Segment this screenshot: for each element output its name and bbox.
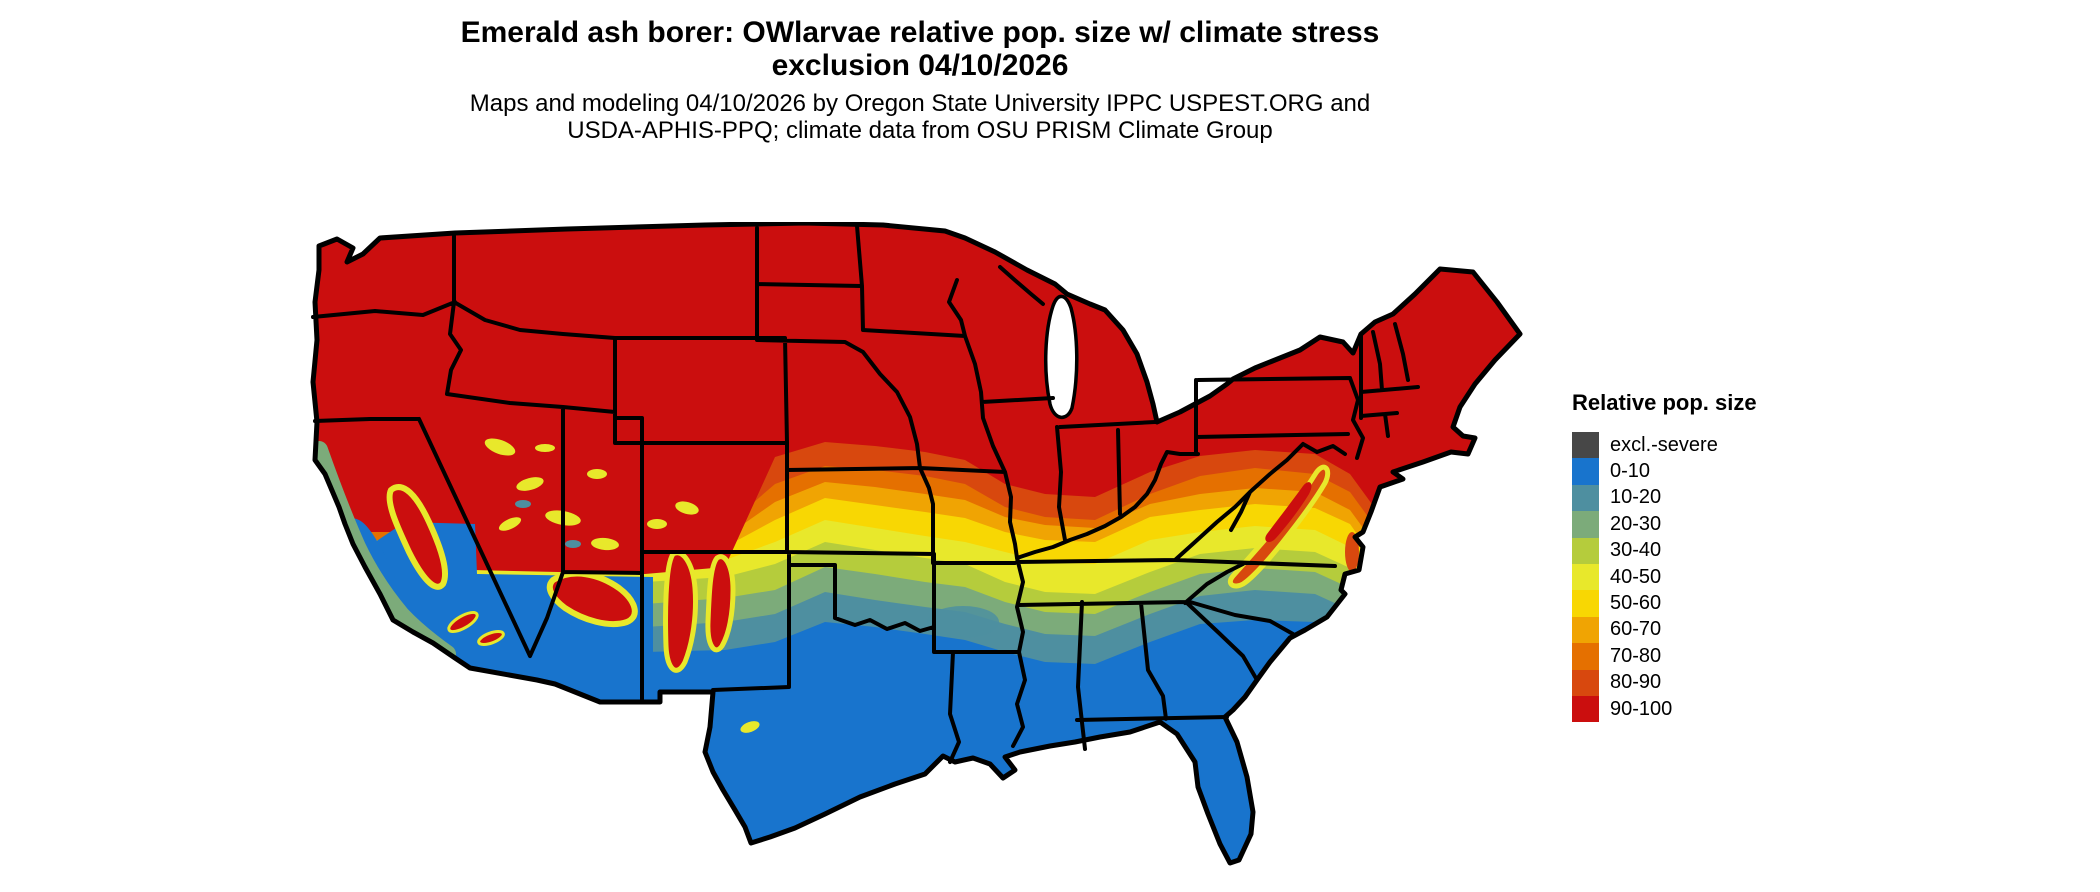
legend-swatch bbox=[1572, 669, 1599, 696]
legend-item: 90-100 bbox=[1572, 695, 1757, 723]
us-map bbox=[305, 220, 1525, 877]
legend-item-label: 0-10 bbox=[1610, 460, 1651, 483]
socal-range-high-region bbox=[447, 610, 479, 634]
legend-swatch bbox=[1572, 458, 1599, 485]
socal-range-high-region bbox=[477, 630, 505, 646]
ozark-region bbox=[927, 606, 999, 638]
legend-item: 50-60 bbox=[1572, 590, 1757, 617]
legend-swatch bbox=[1572, 695, 1599, 723]
title-line-2: exclusion 04/10/2026 bbox=[771, 49, 1069, 82]
map-legend: Relative pop. size excl.-severe 0-10 10-… bbox=[1572, 390, 1757, 723]
nm-range-high-region bbox=[663, 550, 698, 673]
subtitle-line-1: Maps and modeling 04/10/2026 by Oregon S… bbox=[469, 90, 1371, 117]
legend-item-label: 70-80 bbox=[1610, 644, 1662, 667]
lake-michigan bbox=[1044, 294, 1079, 419]
legend-swatch bbox=[1572, 563, 1599, 591]
legend-item-label: 30-40 bbox=[1610, 539, 1662, 562]
legend-item: 10-20 bbox=[1572, 484, 1757, 512]
legend-item-label: 80-90 bbox=[1610, 671, 1662, 694]
legend-item: excl.-severe bbox=[1572, 432, 1757, 459]
legend-item-label: excl.-severe bbox=[1610, 433, 1718, 456]
legend-item-label: 40-50 bbox=[1610, 565, 1662, 588]
subtitle-line-2: USDA-APHIS-PPQ; climate data from OSU PR… bbox=[567, 117, 1273, 144]
legend-title: Relative pop. size bbox=[1572, 390, 1757, 415]
legend-item: 0-10 bbox=[1572, 458, 1757, 485]
legend-swatch bbox=[1572, 590, 1599, 617]
legend-item: 80-90 bbox=[1572, 669, 1757, 696]
legend-item: 30-40 bbox=[1572, 537, 1757, 564]
legend-item: 40-50 bbox=[1572, 563, 1757, 591]
legend-item: 20-30 bbox=[1572, 511, 1757, 538]
legend-swatch bbox=[1572, 484, 1599, 512]
legend-swatch bbox=[1572, 537, 1599, 564]
legend-item-label: 20-30 bbox=[1610, 512, 1662, 535]
legend-item: 60-70 bbox=[1572, 616, 1757, 644]
us-map-svg bbox=[310, 220, 1523, 866]
mogollon-high-region bbox=[546, 570, 638, 628]
legend-item-label: 90-100 bbox=[1610, 697, 1673, 720]
legend-item: 70-80 bbox=[1572, 643, 1757, 670]
page-subtitle: Maps and modeling 04/10/2026 by Oregon S… bbox=[300, 90, 1540, 144]
legend-rows: excl.-severe 0-10 10-20 20-30 30-40 40-5… bbox=[1572, 432, 1757, 723]
title-line-1: Emerald ash borer: OWlarvae relative pop… bbox=[460, 16, 1380, 49]
page-title: Emerald ash borer: OWlarvae relative pop… bbox=[300, 16, 1540, 82]
nm-range-high-region bbox=[705, 554, 736, 653]
state-borders bbox=[311, 224, 1420, 764]
legend-swatch bbox=[1572, 616, 1599, 644]
legend-item-label: 10-20 bbox=[1610, 486, 1662, 509]
legend-swatch bbox=[1572, 432, 1599, 459]
legend-swatch bbox=[1572, 511, 1599, 538]
legend-item-label: 50-60 bbox=[1610, 592, 1662, 615]
us-outline bbox=[310, 220, 1523, 866]
great-basin-mottling bbox=[484, 438, 760, 733]
legend-swatch bbox=[1572, 643, 1599, 670]
legend-item-label: 60-70 bbox=[1610, 618, 1662, 641]
delmarva-high-region bbox=[1345, 532, 1359, 572]
sierra-nevada-high-region bbox=[386, 484, 449, 590]
appalachian-core-high-region bbox=[1265, 482, 1312, 543]
